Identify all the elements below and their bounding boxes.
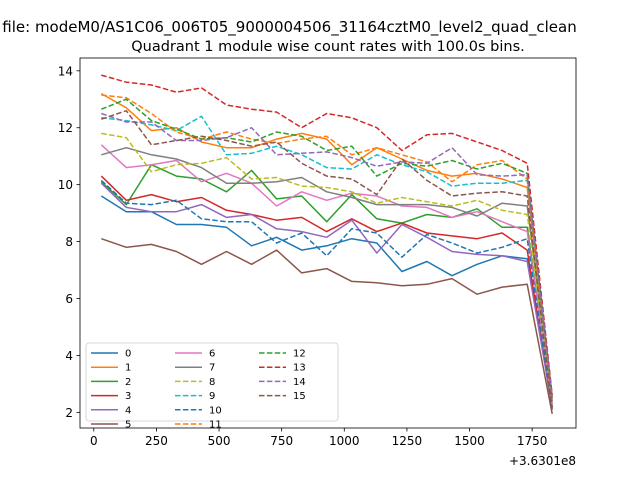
legend-label-4: 4 [125,405,131,416]
series-layer [100,74,553,414]
y-tick-label: 6 [65,292,73,306]
series-line-15 [101,109,553,413]
y-tick-label: 8 [65,235,73,249]
legend-label-2: 2 [125,377,131,388]
figure-suptitle: n file: modeM0/AS1C06_006T05_9000004506_… [0,18,577,37]
series-line-10 [100,179,553,409]
series-line-7 [101,146,553,402]
x-tick-label: 0 [90,434,98,448]
series-line-3 [100,175,553,410]
x-tick-label: 250 [145,434,168,448]
y-tick-label: 2 [65,406,73,420]
legend-label-0: 0 [125,349,131,360]
legend-label-11: 11 [209,420,222,431]
legend-label-1: 1 [125,363,131,374]
legend-label-15: 15 [293,391,306,402]
legend-label-9: 9 [209,391,215,402]
legend-label-14: 14 [293,377,306,388]
axes-frame [79,57,577,429]
y-tick-label: 14 [58,64,73,78]
legend-box [85,342,339,422]
x-tick-label: 500 [208,434,231,448]
series-line-4 [100,182,553,407]
series-line-1 [100,92,553,402]
y-tick-label: 10 [58,178,73,192]
series-line-6 [100,144,553,404]
y-tick-label: 12 [58,121,73,135]
legend-label-10: 10 [209,405,222,416]
x-tick-label: 1750 [517,434,548,448]
series-line-14 [101,112,553,399]
x-tick-label: 1500 [454,434,485,448]
series-line-5 [101,237,553,414]
series-line-11 [101,94,553,397]
x-offset-label: +3.6301e8 [509,454,576,468]
legend-label-6: 6 [209,349,215,360]
series-line-9 [101,115,553,399]
legend-label-13: 13 [293,363,306,374]
y-tick-label: 4 [65,349,73,363]
series-line-0 [100,195,553,407]
chart-title: Quadrant 1 module wise count rates with … [131,39,525,55]
x-tick-label: 1000 [329,434,360,448]
series-line-8 [101,132,553,400]
axes-layer: 0 250 500 750 1000 1250 1500 1750+3.6301e824681… [58,57,577,468]
series-line-2 [100,163,553,404]
legend-label-5: 5 [125,420,131,431]
x-tick-label: 750 [270,434,293,448]
legend-label-3: 3 [125,391,131,402]
series-line-13 [101,74,553,396]
legend-label-12: 12 [293,349,306,360]
series-line-12 [101,98,553,399]
x-tick-label: 1250 [392,434,423,448]
legend-label-7: 7 [209,363,215,374]
legend-label-8: 8 [209,377,215,388]
